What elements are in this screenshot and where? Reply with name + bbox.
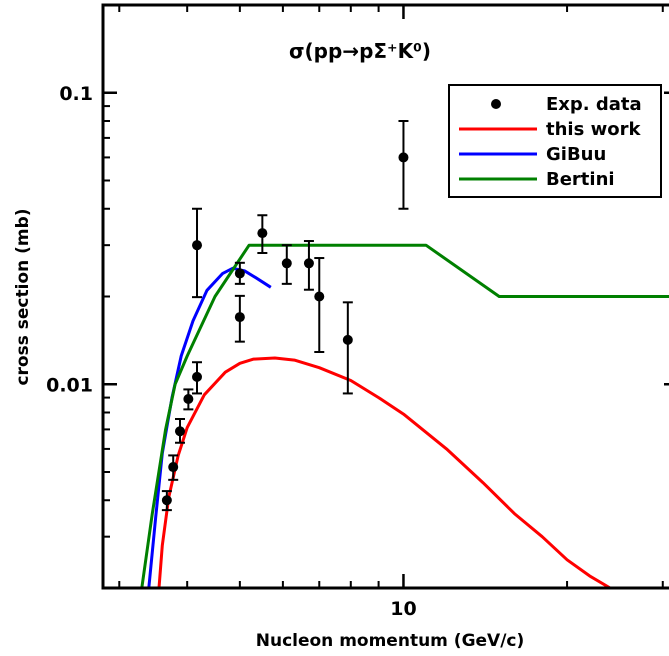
x-axis-label: Nucleon momentum (GeV/c) (256, 631, 525, 651)
legend-label-bertini: Bertini (546, 169, 615, 190)
data-point (257, 228, 268, 239)
chart-title: σ(pp→pΣ⁺K⁰) (289, 39, 431, 63)
x-tick-label: 10 (390, 598, 416, 620)
data-point (192, 371, 203, 382)
data-point (234, 268, 245, 279)
data-point (234, 312, 245, 323)
legend: Exp. data this work GiBuu Bertini (448, 84, 662, 198)
data-point (398, 152, 409, 163)
data-point (168, 462, 179, 473)
y-tick-label: 0.01 (46, 374, 93, 396)
data-point (281, 258, 292, 269)
legend-marker-exp-data (491, 99, 501, 109)
data-point (303, 258, 314, 269)
data-point (192, 240, 203, 251)
y-tick-label: 0.1 (59, 83, 93, 105)
series-line-this-work (157, 356, 628, 588)
series-line-bertini (140, 243, 669, 588)
data-point (161, 495, 172, 506)
ticks-layer: 0.1 0.01 10 (46, 5, 669, 620)
data-point (174, 426, 185, 437)
data-point (342, 334, 353, 345)
legend-label-gibuu: GiBuu (546, 144, 606, 165)
legend-label-exp-data: Exp. data (546, 94, 642, 115)
data-point (183, 394, 194, 405)
data-point (314, 291, 325, 302)
y-axis-label: cross section (mb) (13, 208, 33, 385)
legend-label-this-work: this work (546, 119, 641, 140)
marks-layer (140, 119, 669, 588)
